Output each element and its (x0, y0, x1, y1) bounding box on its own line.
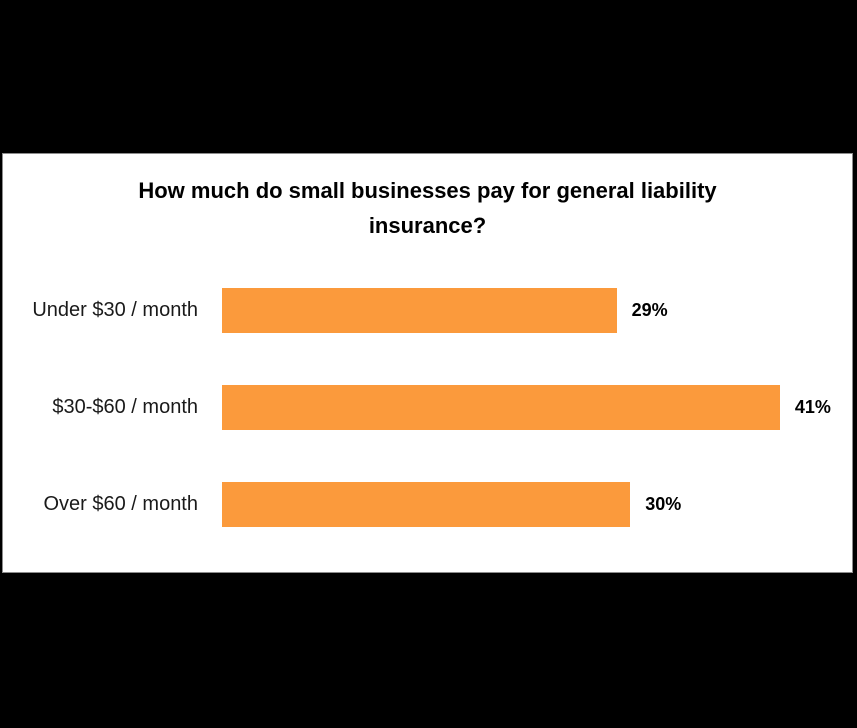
bar-30-60 (222, 385, 780, 430)
bar-under-30 (222, 288, 617, 333)
bar-row-30-60: $30-$60 / month 41% (3, 359, 852, 456)
bar-rows: Under $30 / month 29% $30-$60 / month 41… (3, 262, 852, 553)
bar-track: 41% (222, 385, 852, 430)
value-label-30-60: 41% (794, 397, 831, 417)
chart-title: How much do small businesses pay for gen… (138, 178, 717, 238)
category-label-under-30: Under $30 / month (32, 299, 198, 321)
bar-track: 30% (222, 482, 852, 527)
category-label-30-60: $30-$60 / month (52, 396, 198, 418)
bar-over-60 (222, 482, 631, 527)
bar-row-under-30: Under $30 / month 29% (3, 262, 852, 359)
value-label-over-60: 30% (645, 494, 682, 514)
bar-row-over-60: Over $60 / month 30% (3, 456, 852, 553)
value-label-under-30: 29% (631, 300, 668, 320)
category-label-over-60: Over $60 / month (43, 493, 198, 515)
chart-panel: How much do small businesses pay for gen… (2, 153, 853, 573)
bar-track: 29% (222, 288, 852, 333)
